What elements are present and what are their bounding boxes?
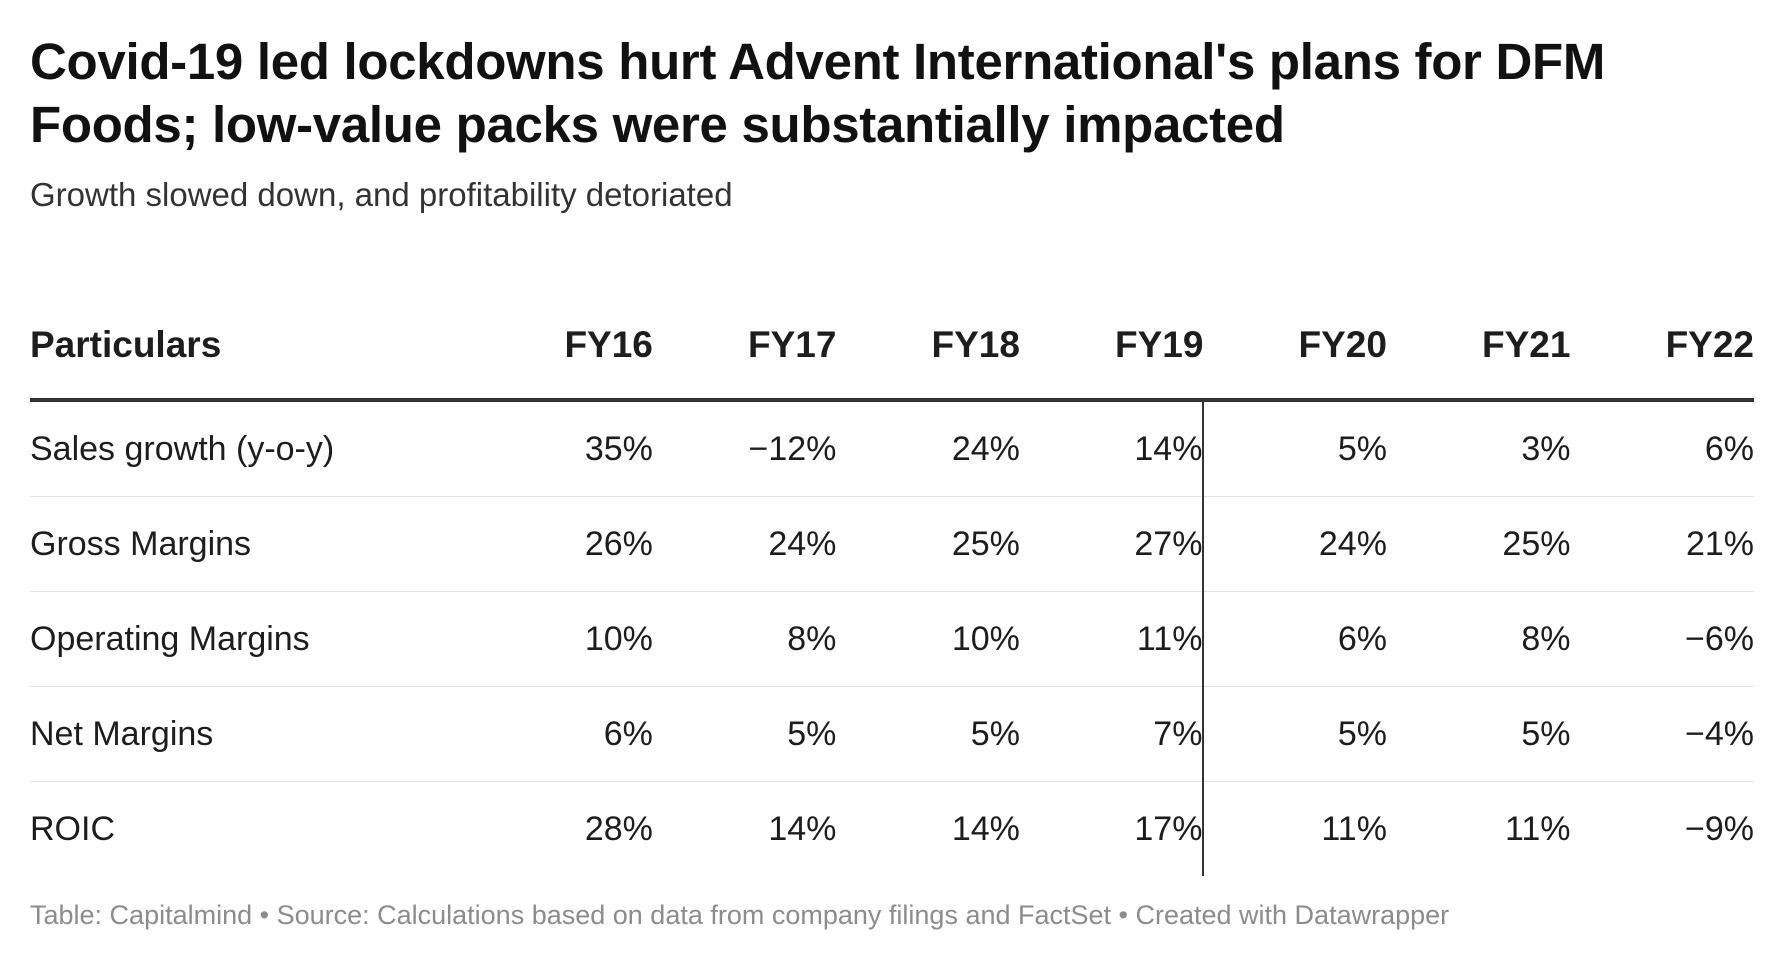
column-header-fy20: FY20 — [1203, 292, 1387, 402]
table-cell: 5% — [836, 686, 1020, 782]
table-cell: 5% — [1386, 686, 1571, 782]
data-table: Particulars FY16 FY17 FY18 FY19 FY20 FY21 FY22 … — [30, 292, 1754, 876]
row-label: Net Margins — [30, 686, 473, 782]
source-credit: Table: Capitalmind • Source: Calculation… — [30, 900, 1450, 930]
table-cell: 27% — [1019, 496, 1204, 592]
table-body: Sales growth (y-o-y) 35% −12% 24% 14% 5% 3% 6% G… — [30, 400, 1754, 876]
table-cell: 5% — [1202, 686, 1387, 782]
table-cell: 14% — [768, 809, 837, 848]
column-header-particulars: Particulars — [30, 292, 473, 402]
table-cell: 6% — [1570, 400, 1754, 497]
table-row: ROIC 28% 14% 14% 17% 11% 11% −9% — [30, 781, 1754, 876]
table-header-row: Particulars FY16 FY17 FY18 FY19 FY20 FY21 FY22 — [30, 292, 1754, 402]
column-header-fy17: FY17 — [652, 292, 837, 402]
table-cell: 14% — [951, 809, 1020, 848]
table-cell: −4% — [1570, 686, 1754, 782]
table-cell: −9% — [1685, 809, 1754, 848]
table-cell: −12% — [652, 400, 837, 497]
row-label: Sales growth (y-o-y) — [30, 400, 473, 497]
table-cell: 7% — [1019, 686, 1204, 782]
table-cell: 6% — [1202, 591, 1387, 687]
column-header-fy22: FY22 — [1570, 292, 1754, 402]
table-cell: 24% — [652, 496, 837, 592]
table-cell: 10% — [836, 591, 1020, 687]
column-header-fy21: FY21 — [1386, 292, 1571, 402]
table-cell: 14% — [1019, 400, 1204, 497]
table-cell: 35% — [472, 400, 653, 497]
table-cell: 28% — [584, 809, 653, 848]
table-cell: 25% — [836, 496, 1020, 592]
page-title: Covid-19 led lockdowns hurt Advent Inter… — [30, 33, 1606, 153]
table-cell: 21% — [1570, 496, 1754, 592]
table-cell: 3% — [1386, 400, 1571, 497]
table-cell: 8% — [1386, 591, 1571, 687]
table-cell: −6% — [1570, 591, 1754, 687]
table-cell: 11% — [1202, 781, 1387, 876]
table-cell: 26% — [472, 496, 653, 592]
page-subtitle: Growth slowed down, and profitability de… — [30, 176, 733, 213]
table-figure: Covid-19 led lockdowns hurt Advent Inter… — [30, 30, 1754, 876]
table-cell: 10% — [472, 591, 653, 687]
table-cell: 25% — [1386, 496, 1571, 592]
table-cell: 11% — [1019, 591, 1204, 687]
table-row: Sales growth (y-o-y) 35% −12% 24% 14% 5% 3% 6% — [30, 400, 1754, 497]
row-label: Gross Margins — [30, 496, 473, 592]
table-row: Gross Margins 26% 24% 25% 27% 24% 25% 21% — [30, 496, 1754, 592]
table-row: Net Margins 6% 5% 5% 7% 5% 5% −4% — [30, 686, 1754, 782]
table-row: Operating Margins 10% 8% 10% 11% 6% 8% −6% — [30, 591, 1754, 687]
row-label: Operating Margins — [30, 591, 473, 687]
row-label: ROIC — [30, 809, 115, 848]
column-header-fy19: FY19 — [1019, 292, 1204, 402]
table-cell: 11% — [1504, 809, 1571, 848]
column-header-fy16: FY16 — [472, 292, 653, 402]
column-header-fy18: FY18 — [836, 292, 1020, 402]
table-cell: 24% — [1202, 496, 1387, 592]
table-cell: 24% — [836, 400, 1020, 497]
table-cell: 5% — [1202, 400, 1387, 497]
table-cell: 5% — [652, 686, 837, 782]
table-cell: 17% — [1134, 809, 1203, 848]
table-cell: 6% — [472, 686, 653, 782]
table-cell: 8% — [652, 591, 837, 687]
